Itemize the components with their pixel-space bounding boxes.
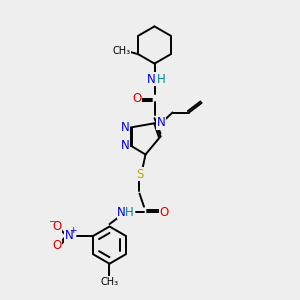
Text: O: O xyxy=(132,92,141,105)
Text: N: N xyxy=(121,139,130,152)
Text: H: H xyxy=(125,206,134,219)
Text: +: + xyxy=(69,226,77,235)
Text: N: N xyxy=(117,206,126,219)
Text: O: O xyxy=(160,206,169,219)
Text: S: S xyxy=(136,167,143,181)
Text: N: N xyxy=(121,121,130,134)
Text: N: N xyxy=(65,229,74,242)
Text: CH₃: CH₃ xyxy=(100,277,118,287)
Text: CH₃: CH₃ xyxy=(113,46,131,56)
Text: −: − xyxy=(48,216,55,225)
Text: O: O xyxy=(52,220,62,233)
Text: N: N xyxy=(157,116,166,130)
Text: O: O xyxy=(52,239,62,252)
Text: H: H xyxy=(157,73,166,86)
Text: N: N xyxy=(146,73,155,86)
